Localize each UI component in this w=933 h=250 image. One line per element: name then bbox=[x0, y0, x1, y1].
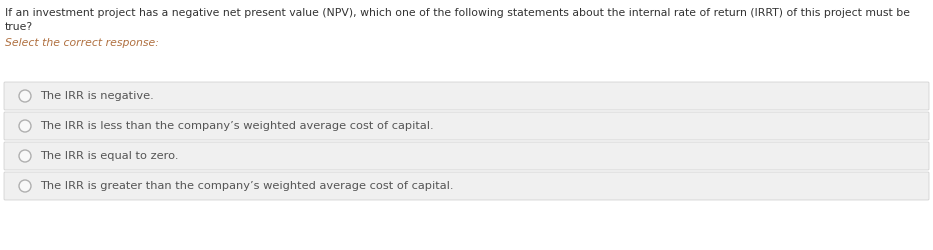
Text: true?: true? bbox=[5, 22, 34, 32]
Text: The IRR is greater than the company’s weighted average cost of capital.: The IRR is greater than the company’s we… bbox=[40, 181, 453, 191]
Text: If an investment project has a negative net present value (NPV), which one of th: If an investment project has a negative … bbox=[5, 8, 910, 18]
Ellipse shape bbox=[19, 180, 31, 192]
Text: Select the correct response:: Select the correct response: bbox=[5, 38, 159, 48]
Ellipse shape bbox=[19, 150, 31, 162]
FancyBboxPatch shape bbox=[4, 82, 929, 110]
Ellipse shape bbox=[19, 90, 31, 102]
Text: The IRR is negative.: The IRR is negative. bbox=[40, 91, 154, 101]
Ellipse shape bbox=[19, 120, 31, 132]
FancyBboxPatch shape bbox=[4, 112, 929, 140]
Text: The IRR is less than the company’s weighted average cost of capital.: The IRR is less than the company’s weigh… bbox=[40, 121, 434, 131]
Text: The IRR is equal to zero.: The IRR is equal to zero. bbox=[40, 151, 178, 161]
FancyBboxPatch shape bbox=[4, 142, 929, 170]
FancyBboxPatch shape bbox=[4, 172, 929, 200]
